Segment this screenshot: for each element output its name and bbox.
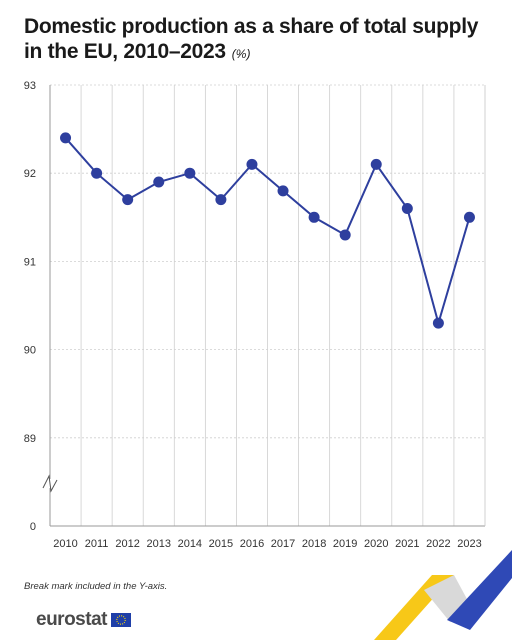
x-tick-label: 2023 bbox=[457, 538, 481, 550]
data-point bbox=[122, 194, 134, 206]
y-tick-label: 89 bbox=[24, 433, 36, 445]
data-point bbox=[401, 202, 413, 214]
data-point bbox=[60, 132, 72, 144]
data-point bbox=[432, 317, 444, 329]
axis-break-mark bbox=[42, 474, 58, 493]
eu-flag-icon bbox=[110, 613, 131, 627]
data-point bbox=[277, 185, 289, 197]
series-line bbox=[64, 137, 471, 327]
x-tick-label: 2014 bbox=[178, 538, 202, 550]
data-point bbox=[153, 176, 165, 188]
brand-name: eurostat bbox=[36, 609, 107, 630]
data-point bbox=[91, 167, 103, 179]
data-point bbox=[339, 229, 351, 241]
data-point bbox=[215, 194, 227, 206]
data-point bbox=[246, 158, 258, 170]
data-point bbox=[184, 167, 196, 179]
decorative-ribbon bbox=[374, 550, 512, 640]
y-tick-label: 0 bbox=[30, 521, 36, 533]
x-tick-label: 2011 bbox=[85, 538, 109, 550]
x-tick-label: 2018 bbox=[302, 538, 326, 550]
y-tick-label: 93 bbox=[24, 80, 36, 92]
unit-label: (%) bbox=[231, 47, 251, 61]
data-point bbox=[463, 211, 475, 223]
y-tick-label: 92 bbox=[24, 168, 36, 180]
footnote: Break mark included in the Y-axis. bbox=[24, 581, 168, 592]
x-tick-label: 2022 bbox=[426, 538, 450, 550]
x-tick-label: 2021 bbox=[395, 538, 419, 550]
x-tick-label: 2020 bbox=[364, 538, 388, 550]
x-tick-label: 2012 bbox=[115, 538, 139, 550]
x-tick-label: 2016 bbox=[240, 538, 264, 550]
x-tick-label: 2015 bbox=[209, 538, 233, 550]
eurostat-logo: eurostat bbox=[36, 609, 131, 631]
data-point bbox=[370, 158, 382, 170]
data-point bbox=[308, 211, 320, 223]
x-tick-label: 2019 bbox=[333, 538, 357, 550]
y-tick-label: 91 bbox=[24, 256, 36, 268]
y-tick-label: 90 bbox=[24, 345, 36, 357]
x-tick-label: 2017 bbox=[271, 538, 295, 550]
x-tick-label: 2010 bbox=[53, 538, 77, 550]
chart-title: Domestic production as a share of total … bbox=[24, 14, 494, 67]
chart-title-text: Domestic production as a share of total … bbox=[24, 15, 479, 63]
x-tick-label: 2013 bbox=[147, 538, 171, 550]
